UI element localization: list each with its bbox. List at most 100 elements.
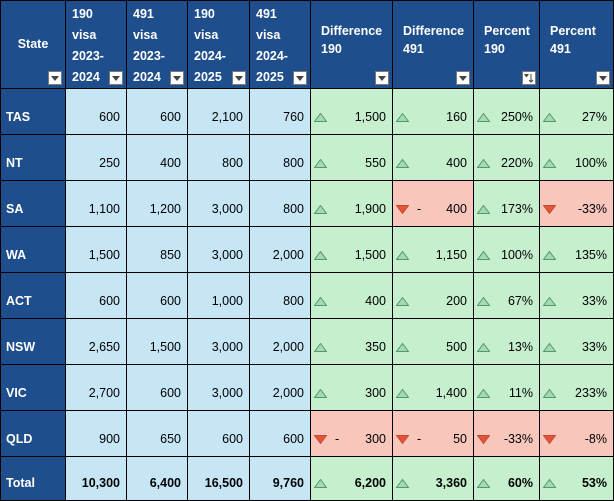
value-cell-v491_2324[interactable]: 1,200 bbox=[126, 180, 188, 227]
change-cell-diff491[interactable]: 200 bbox=[392, 272, 474, 319]
value-cell-v491_2425[interactable]: 800 bbox=[249, 134, 311, 181]
change-cell-pct491[interactable]: 33% bbox=[539, 318, 614, 365]
change-cell-diff190[interactable]: 400 bbox=[310, 272, 393, 319]
table-row: SA 1,100 1,200 3,000 800 1,900 - 400 173% -33% bbox=[0, 180, 614, 227]
value-cell-v491_2425[interactable]: 2,000 bbox=[249, 226, 311, 273]
value-cell-v190_2324[interactable]: 900 bbox=[65, 410, 127, 457]
value-cell-v491_2324[interactable]: 650 bbox=[126, 410, 188, 457]
change-cell-pct190[interactable]: 67% bbox=[473, 272, 540, 319]
value-cell-v190_2324[interactable]: 600 bbox=[65, 88, 127, 135]
change-cell-pct190[interactable]: 220% bbox=[473, 134, 540, 181]
value-cell-v491_2324[interactable]: 6,400 bbox=[126, 456, 188, 501]
value-cell-v491_2324[interactable]: 600 bbox=[126, 364, 188, 411]
change-cell-diff491[interactable]: 3,360 bbox=[392, 456, 474, 501]
value-cell-v190_2324[interactable]: 250 bbox=[65, 134, 127, 181]
change-cell-diff190[interactable]: 1,500 bbox=[310, 88, 393, 135]
change-cell-diff491[interactable]: - 400 bbox=[392, 180, 474, 227]
value-cell-v190_2425[interactable]: 3,000 bbox=[187, 226, 250, 273]
value-cell-v491_2425[interactable]: 600 bbox=[249, 410, 311, 457]
value-cell-v491_2324[interactable]: 1,500 bbox=[126, 318, 188, 365]
change-cell-pct190[interactable]: -33% bbox=[473, 410, 540, 457]
value-cell-v190_2425[interactable]: 3,000 bbox=[187, 318, 250, 365]
triangle-up-icon bbox=[543, 343, 556, 352]
state-cell[interactable]: QLD bbox=[0, 410, 66, 457]
change-cell-diff190[interactable]: 1,900 bbox=[310, 180, 393, 227]
filter-dropdown-icon[interactable] bbox=[170, 71, 184, 85]
value-cell-v491_2324[interactable]: 600 bbox=[126, 272, 188, 319]
value-cell-v491_2425[interactable]: 800 bbox=[249, 272, 311, 319]
change-cell-diff491[interactable]: 500 bbox=[392, 318, 474, 365]
state-cell[interactable]: WA bbox=[0, 226, 66, 273]
value-cell-v190_2425[interactable]: 600 bbox=[187, 410, 250, 457]
value-cell-v491_2324[interactable]: 600 bbox=[126, 88, 188, 135]
value-cell-v190_2425[interactable]: 1,000 bbox=[187, 272, 250, 319]
value-cell-v190_2324[interactable]: 10,300 bbox=[65, 456, 127, 501]
value-cell-v190_2324[interactable]: 2,700 bbox=[65, 364, 127, 411]
value-cell-v491_2324[interactable]: 850 bbox=[126, 226, 188, 273]
change-cell-pct190[interactable]: 250% bbox=[473, 88, 540, 135]
change-cell-diff190[interactable]: 300 bbox=[310, 364, 393, 411]
sort-descending-icon[interactable] bbox=[522, 71, 536, 85]
value-cell-v190_2324[interactable]: 1,500 bbox=[65, 226, 127, 273]
value-cell-v491_2425[interactable]: 2,000 bbox=[249, 364, 311, 411]
change-cell-diff491[interactable]: - 50 bbox=[392, 410, 474, 457]
change-cell-diff491[interactable]: 1,150 bbox=[392, 226, 474, 273]
change-cell-pct190[interactable]: 100% bbox=[473, 226, 540, 273]
change-cell-diff491[interactable]: 400 bbox=[392, 134, 474, 181]
change-cell-diff190[interactable]: 6,200 bbox=[310, 456, 393, 501]
filter-dropdown-icon[interactable] bbox=[232, 71, 246, 85]
change-cell-pct491[interactable]: 135% bbox=[539, 226, 614, 273]
change-cell-pct491[interactable]: 100% bbox=[539, 134, 614, 181]
change-cell-pct190[interactable]: 13% bbox=[473, 318, 540, 365]
state-cell[interactable]: TAS bbox=[0, 88, 66, 135]
change-value: -33% bbox=[503, 432, 533, 446]
change-cell-pct491[interactable]: -33% bbox=[539, 180, 614, 227]
value-cell-v190_2425[interactable]: 3,000 bbox=[187, 364, 250, 411]
filter-dropdown-icon[interactable] bbox=[596, 71, 610, 85]
change-cell-diff190[interactable]: 550 bbox=[310, 134, 393, 181]
value-cell-v190_2425[interactable]: 16,500 bbox=[187, 456, 250, 501]
change-value: 400 bbox=[446, 156, 467, 170]
value-cell-v190_2425[interactable]: 3,000 bbox=[187, 180, 250, 227]
change-cell-pct190[interactable]: 11% bbox=[473, 364, 540, 411]
change-cell-pct491[interactable]: 233% bbox=[539, 364, 614, 411]
value-cell-v491_2425[interactable]: 9,760 bbox=[249, 456, 311, 501]
value-cell-v491_2425[interactable]: 800 bbox=[249, 180, 311, 227]
value-cell-v190_2324[interactable]: 1,100 bbox=[65, 180, 127, 227]
filter-dropdown-icon[interactable] bbox=[375, 71, 389, 85]
state-cell[interactable]: Total bbox=[0, 456, 66, 501]
change-cell-diff190[interactable]: 1,500 bbox=[310, 226, 393, 273]
state-cell[interactable]: ACT bbox=[0, 272, 66, 319]
change-cell-diff190[interactable]: - 300 bbox=[310, 410, 393, 457]
filter-dropdown-icon[interactable] bbox=[293, 71, 307, 85]
value-cell-v190_2425[interactable]: 2,100 bbox=[187, 88, 250, 135]
change-cell-pct491[interactable]: 33% bbox=[539, 272, 614, 319]
state-cell[interactable]: SA bbox=[0, 180, 66, 227]
triangle-up-icon bbox=[477, 297, 490, 306]
negative-sign: - bbox=[335, 432, 340, 446]
value-cell-v491_2324[interactable]: 400 bbox=[126, 134, 188, 181]
filter-dropdown-icon[interactable] bbox=[109, 71, 123, 85]
change-cell-diff190[interactable]: 350 bbox=[310, 318, 393, 365]
change-value: 233% bbox=[575, 386, 607, 400]
change-cell-diff491[interactable]: 1,400 bbox=[392, 364, 474, 411]
filter-dropdown-icon[interactable] bbox=[456, 71, 470, 85]
change-cell-pct491[interactable]: 27% bbox=[539, 88, 614, 135]
state-cell[interactable]: NSW bbox=[0, 318, 66, 365]
change-cell-pct190[interactable]: 60% bbox=[473, 456, 540, 501]
filter-dropdown-icon[interactable] bbox=[48, 71, 62, 85]
change-cell-pct491[interactable]: 53% bbox=[539, 456, 614, 501]
change-value: 500 bbox=[446, 340, 467, 354]
value-cell-v190_2425[interactable]: 800 bbox=[187, 134, 250, 181]
change-value: 350 bbox=[365, 340, 386, 354]
change-cell-pct190[interactable]: 173% bbox=[473, 180, 540, 227]
value-cell-v491_2425[interactable]: 2,000 bbox=[249, 318, 311, 365]
value-cell-v190_2324[interactable]: 600 bbox=[65, 272, 127, 319]
value-cell-v491_2425[interactable]: 760 bbox=[249, 88, 311, 135]
value-cell-v190_2324[interactable]: 2,650 bbox=[65, 318, 127, 365]
change-cell-diff491[interactable]: 160 bbox=[392, 88, 474, 135]
state-cell[interactable]: NT bbox=[0, 134, 66, 181]
table-row: QLD 900 650 600 600-300-50 -33% -8% bbox=[0, 410, 614, 457]
change-cell-pct491[interactable]: -8% bbox=[539, 410, 614, 457]
state-cell[interactable]: VIC bbox=[0, 364, 66, 411]
